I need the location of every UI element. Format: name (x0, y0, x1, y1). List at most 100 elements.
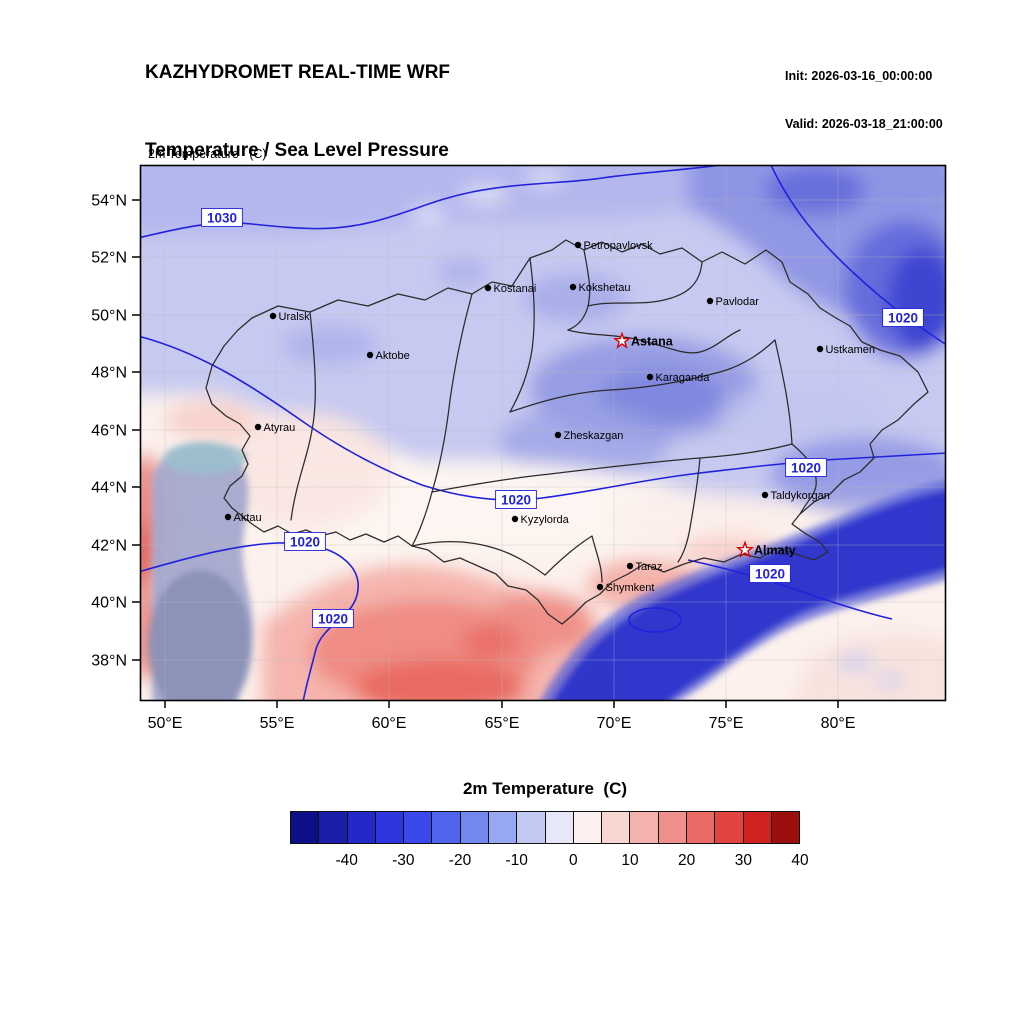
colorbar-tick-labels: -40 -30 -20 -10 0 10 20 30 40 (290, 852, 808, 874)
city-dot-icon (596, 583, 604, 591)
isobar-label: 1020 (791, 461, 821, 476)
isobar-label-box (495, 490, 537, 509)
city-label: Atyrau (264, 422, 296, 434)
colorbar-segment (517, 812, 546, 843)
lat-tick-label: 50°N (91, 308, 127, 325)
city-label: Zheskazgan (564, 430, 624, 442)
map-frame (139, 164, 947, 702)
colorbar-segment (743, 812, 772, 843)
capital-label: Almaty (754, 544, 796, 558)
colorbar-tick-label: 30 (734, 852, 752, 869)
lat-tick-label: 48°N (91, 365, 127, 382)
lon-tick-label: 65°E (485, 715, 520, 732)
city-markers: Petropavlovsk Kostanai Kokshetau Pavlodar Ur… (224, 240, 876, 594)
isobar-label: 1020 (501, 493, 531, 508)
city-dot-icon (484, 284, 492, 292)
pressure-contour-labels: 1030 1020 1020 1020 1020 1020 1020 (201, 208, 924, 628)
city-dot-icon (816, 345, 824, 353)
colorbar-segment (630, 812, 659, 843)
city-label: Kostanai (494, 283, 537, 295)
colorbar-tick-label: 20 (678, 852, 696, 869)
city-label: Petropavlovsk (584, 240, 654, 252)
colorbar-tick-label: -40 (335, 852, 358, 869)
isobar-1020-sw (140, 542, 359, 700)
colorbar-segment (291, 812, 320, 843)
lon-tick-label: 60°E (372, 715, 407, 732)
colorbar-tick-label: -30 (392, 852, 415, 869)
oblast-border (509, 257, 535, 413)
lat-tick-label: 46°N (91, 423, 127, 440)
capital-star-icon (735, 540, 755, 558)
colorbar-tick-label: 0 (569, 852, 578, 869)
city-label: Karaganda (656, 372, 711, 384)
oblast-border (791, 443, 817, 515)
colorbar-segment (658, 812, 687, 843)
city-dot-icon (569, 283, 577, 291)
oblast-border (431, 443, 793, 493)
colorbar-segment (602, 812, 631, 843)
city-dot-icon (366, 351, 374, 359)
lat-tick-label: 52°N (91, 250, 127, 267)
colorbar-segment (488, 812, 518, 843)
graticule (140, 165, 945, 700)
oblast-border (774, 339, 793, 445)
city-dot-icon (554, 431, 562, 439)
city-dot-icon (254, 423, 262, 431)
isobar-1020-mid (140, 335, 945, 501)
city-label: Kokshetau (579, 282, 631, 294)
isobar-label-box (749, 564, 791, 583)
city-dot-icon (626, 562, 634, 570)
isobar-label-box (882, 308, 924, 327)
lon-tick-label: 75°E (709, 715, 744, 732)
isobar-closed-low (628, 607, 682, 633)
init-time: Init: 2026-03-16_00:00:00 (785, 69, 933, 83)
pressure-contours (140, 165, 945, 700)
colorbar-tick-label: 40 (791, 852, 809, 869)
lat-tick-label: 40°N (91, 595, 127, 612)
national-border (205, 239, 929, 625)
city-label: Aktau (234, 512, 262, 524)
colorbar-title: 2m Temperature (C) (462, 779, 628, 798)
colorbar-segment (771, 812, 800, 843)
isobar-label-box (284, 532, 326, 551)
colorbar-segment (432, 812, 461, 843)
city-label: Pavlodar (716, 296, 760, 308)
page-title: KAZHYDROMET REAL-TIME WRF Temperature / … (145, 8, 450, 216)
city-label: Uralsk (279, 311, 311, 323)
city-dot-icon (224, 513, 232, 521)
oblast-border (509, 339, 776, 413)
lat-tick-label: 42°N (91, 538, 127, 555)
colorbar-segment (347, 812, 376, 843)
oblast-border (411, 541, 546, 576)
region-boundaries (205, 239, 929, 625)
city-dot-icon (646, 373, 654, 381)
title-line-2: Temperature / Sea Level Pressure (145, 140, 449, 161)
oblast-border (290, 311, 316, 521)
longitude-axis: 50°E 55°E 60°E 65°E 70°E 75°E 80°E (148, 700, 856, 732)
colorbar-segment (545, 812, 574, 843)
city-dot-icon (574, 241, 582, 249)
isobar-label: 1030 (207, 211, 237, 226)
oblast-border (544, 535, 603, 583)
temperature-field-label: 2m Temperature (C) (148, 147, 267, 161)
isobar-label: 1020 (755, 567, 785, 582)
city-label: Ustkamen (826, 344, 876, 356)
valid-time: Valid: 2026-03-18_21:00:00 (785, 117, 943, 131)
colorbar-tick-label: -10 (505, 852, 528, 869)
colorbar-segment (404, 812, 433, 843)
lat-tick-label: 54°N (91, 193, 127, 210)
colorbar-segment (375, 812, 405, 843)
isobar-label: 1020 (290, 535, 320, 550)
latitude-axis: 54°N 52°N 50°N 48°N 46°N 44°N 42°N 40°N 38°N (91, 193, 140, 670)
capital-star-icon (612, 331, 632, 349)
isobar-label-box (201, 208, 243, 227)
oblast-border (567, 329, 741, 354)
isobar-1020-se (687, 559, 893, 620)
lat-tick-label: 38°N (91, 653, 127, 670)
isobar-label-box (312, 609, 354, 628)
lon-tick-label: 55°E (260, 715, 295, 732)
oblast-border (587, 261, 703, 307)
lon-tick-label: 80°E (821, 715, 856, 732)
city-dot-icon (511, 515, 519, 523)
